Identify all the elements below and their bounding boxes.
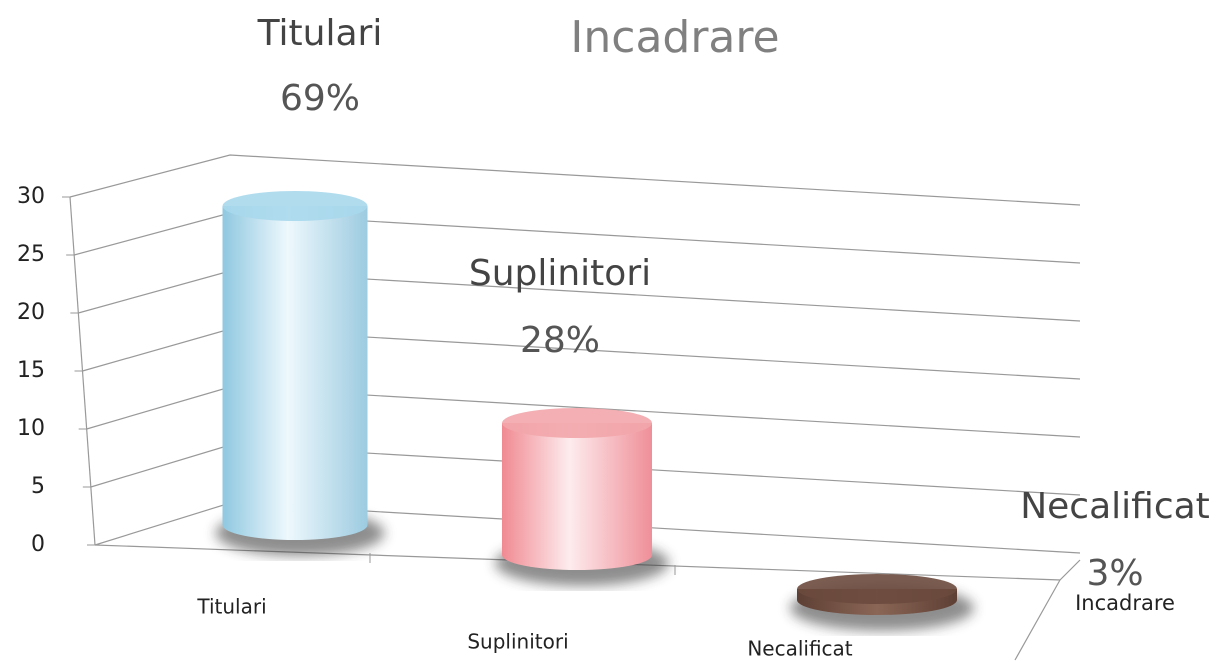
data-label-percent: 28% — [520, 320, 600, 361]
chart-title: Incadrare — [570, 12, 779, 63]
bar-top — [222, 191, 368, 221]
y-tick-label: 20 — [17, 300, 45, 325]
data-label-percent: 69% — [280, 78, 360, 119]
data-label-name: Suplinitori — [469, 253, 651, 294]
data-label-name: Titulari — [257, 13, 383, 54]
y-tick-label: 5 — [31, 474, 45, 499]
bar — [222, 206, 368, 540]
bar-top — [797, 574, 957, 604]
x-tick-label: Titulari — [196, 595, 266, 619]
x-axis-title: Incadrare — [1075, 591, 1175, 615]
data-label-name: Necalificat — [1020, 486, 1210, 527]
bar-top — [502, 408, 652, 438]
y-tick-label: 15 — [17, 358, 45, 383]
x-tick-label: Necalificat — [747, 637, 852, 661]
bar — [502, 423, 652, 570]
grid-line — [69, 154, 1081, 206]
y-tick-label: 25 — [17, 242, 45, 267]
x-tick-label: Suplinitori — [467, 630, 568, 654]
y-tick-label: 0 — [31, 532, 45, 557]
y-tick-label: 10 — [17, 416, 45, 441]
y-tick-label: 30 — [17, 184, 45, 209]
y-axis — [69, 196, 96, 546]
data-label-percent: 3% — [1086, 553, 1143, 594]
floor-edge — [94, 544, 1081, 661]
